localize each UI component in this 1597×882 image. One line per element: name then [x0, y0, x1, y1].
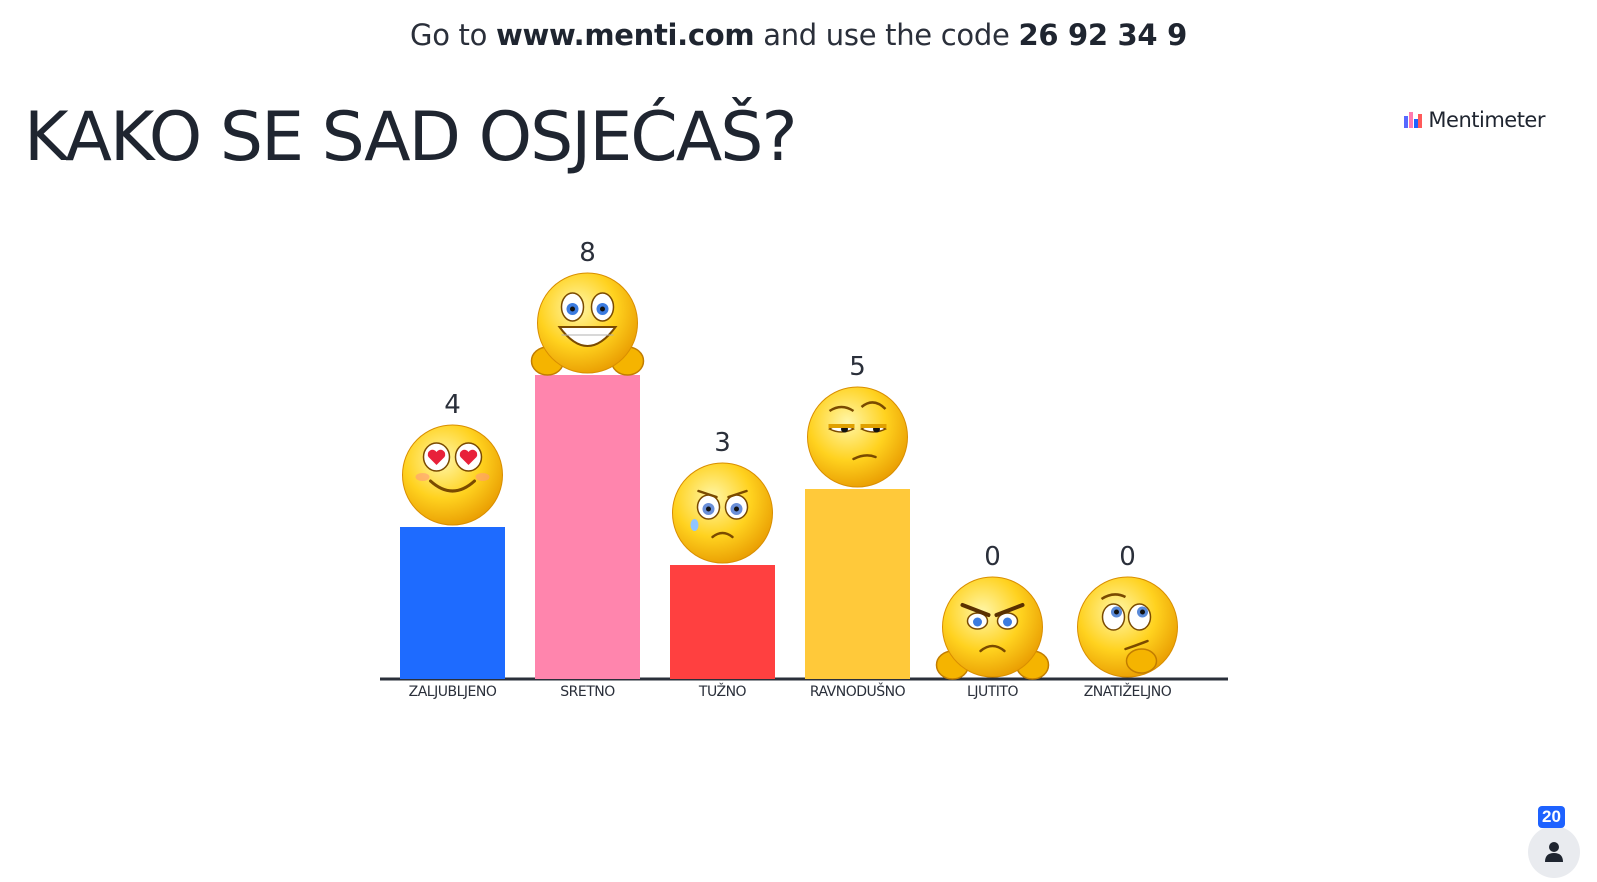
brand-name: Mentimeter — [1428, 108, 1545, 132]
category-label: ZALJUBLJENO — [409, 684, 497, 700]
person-icon — [1545, 842, 1563, 862]
join-code: 26 92 34 9 — [1018, 18, 1187, 52]
mentimeter-logo-icon — [1404, 112, 1423, 128]
join-url[interactable]: www.menti.com — [495, 18, 755, 52]
category-label: TUŽNO — [698, 682, 747, 700]
bar-tužno — [670, 565, 775, 679]
join-instructions: Go to www.menti.com and use the code 26 … — [0, 18, 1597, 52]
category-label: RAVNODUŠNO — [810, 682, 906, 700]
category-label: ZNATIŽELJNO — [1084, 682, 1172, 700]
category-label: LJUTITO — [967, 684, 1018, 700]
join-prefix: Go to — [410, 18, 496, 52]
sad-teary-emoji-icon — [672, 462, 773, 564]
question-title: KAKO SE SAD OSJEĆAŠ? — [24, 98, 798, 177]
unimpressed-emoji-icon — [807, 386, 908, 488]
value-label: 3 — [714, 428, 731, 458]
bar-zaljubljeno — [400, 527, 505, 679]
value-label: 8 — [579, 238, 596, 268]
value-label: 4 — [444, 390, 461, 420]
participant-button[interactable] — [1528, 826, 1580, 878]
big-grin-thumbs-up-emoji-icon — [530, 272, 645, 376]
participant-count-badge: 20 — [1538, 806, 1565, 828]
bar-sretno — [535, 375, 640, 679]
bar-ravnodušno — [805, 489, 910, 679]
value-label: 0 — [1119, 542, 1136, 572]
angry-thumbs-down-emoji-icon — [935, 576, 1050, 680]
value-label: 0 — [984, 542, 1001, 572]
thinking-emoji-icon — [1077, 576, 1178, 678]
mentimeter-brand[interactable]: Mentimeter — [1404, 108, 1545, 132]
category-label: SRETNO — [560, 684, 615, 700]
value-label: 5 — [849, 352, 866, 382]
join-middle: and use the code — [754, 18, 1019, 52]
heart-eyes-emoji-icon — [402, 424, 503, 526]
